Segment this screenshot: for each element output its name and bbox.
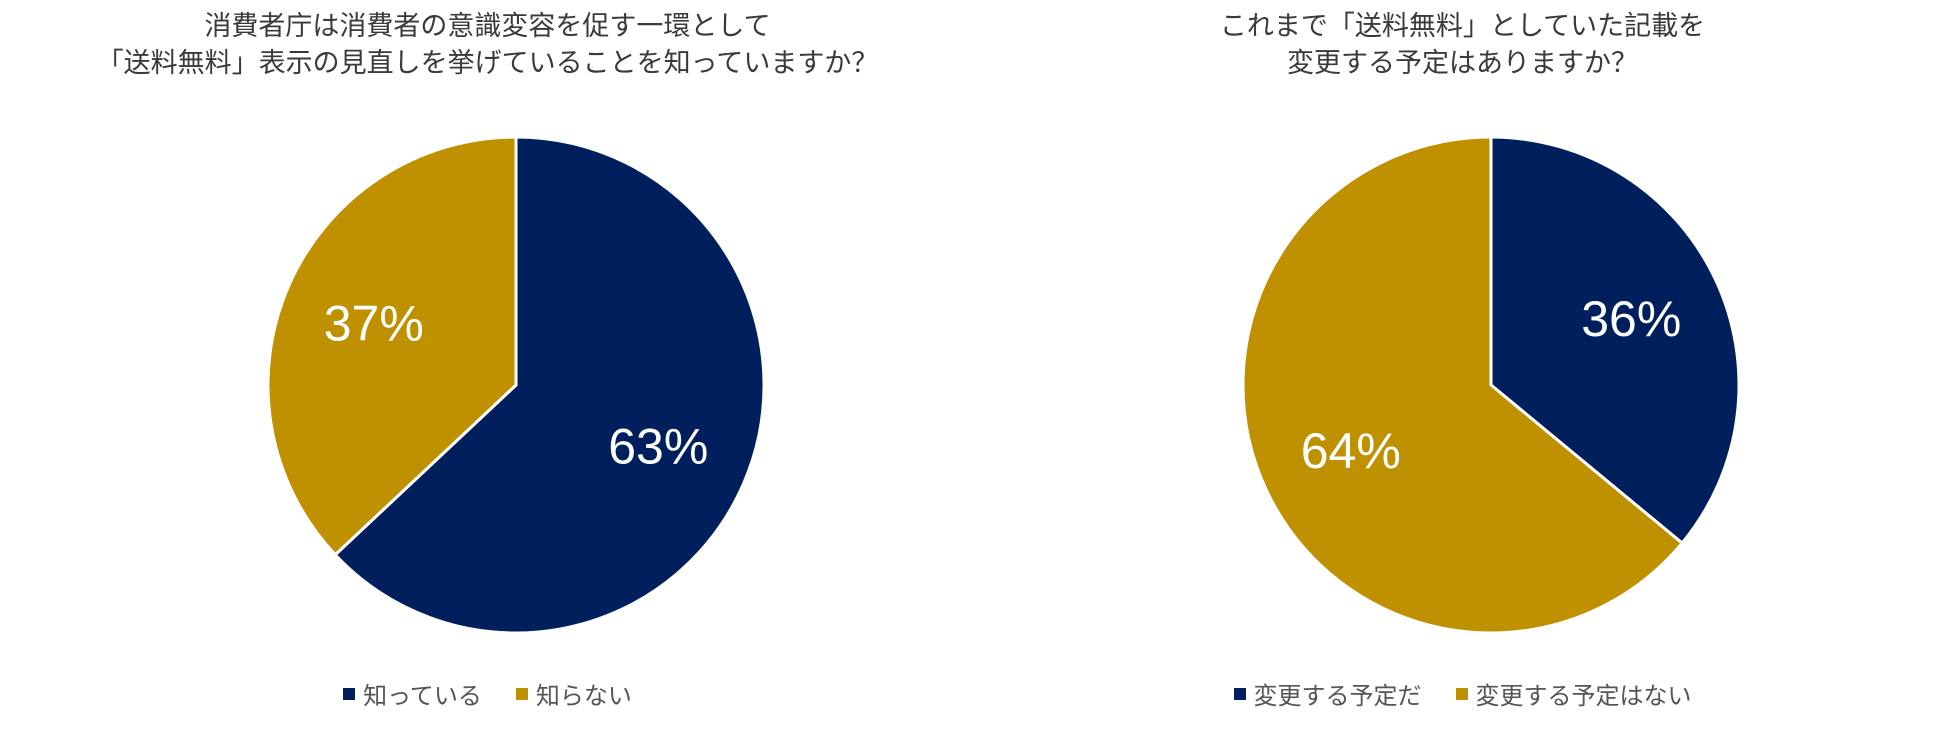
pie-slice-1	[1489, 135, 1741, 545]
chart-panel-awareness: 消費者庁は消費者の意識変容を促す一環として 「送料無料」表示の見直しを挙げている…	[0, 8, 975, 711]
legend-item: 変更する予定はない	[1455, 676, 1692, 711]
pie-data-label-1: 63%	[608, 419, 708, 475]
pie-data-label-1: 36%	[1581, 291, 1681, 347]
chart-title-line: これまで「送料無料」としていた記載を	[1219, 11, 1706, 42]
chart-panel-change-plan: これまで「送料無料」としていた記載を 変更する予定はありますか？ 36% 64% …	[975, 0, 1950, 735]
legend-item: 変更する予定だ	[1233, 676, 1422, 711]
pie-chart: 36% 64%	[1241, 135, 1741, 635]
chart-title-line: 消費者庁は消費者の意識変容を促す一環として	[204, 11, 771, 42]
legend-swatch	[1233, 687, 1246, 700]
pie-data-label-2: 37%	[324, 295, 424, 351]
legend-item: 知っている	[343, 676, 482, 711]
legend-label: 変更する予定はない	[1475, 682, 1692, 710]
pie-data-label-2: 64%	[1301, 423, 1401, 479]
legend-item: 知らない	[515, 676, 632, 711]
legend-label: 知らない	[535, 682, 632, 710]
chart-title: 消費者庁は消費者の意識変容を促す一環として 「送料無料」表示の見直しを挙げている…	[0, 8, 975, 82]
chart-title: これまで「送料無料」としていた記載を 変更する予定はありますか？	[975, 8, 1950, 82]
legend-swatch	[1455, 687, 1468, 700]
pie-slice-2	[1241, 135, 1684, 635]
pie-chart: 63% 37%	[266, 135, 766, 635]
pie-slice-2	[266, 135, 518, 557]
pie-slice-1	[333, 135, 766, 635]
legend: 変更する予定だ 変更する予定はない	[975, 676, 1950, 711]
chart-title-line: 変更する予定はありますか？	[1287, 48, 1638, 79]
legend-label: 知っている	[363, 682, 482, 710]
chart-title-line: 「送料無料」表示の見直しを挙げていることを知っていますか？	[96, 48, 879, 79]
legend-label: 変更する予定だ	[1253, 682, 1422, 710]
legend: 知っている 知らない	[0, 676, 975, 711]
legend-swatch	[515, 687, 528, 700]
legend-swatch	[343, 687, 356, 700]
